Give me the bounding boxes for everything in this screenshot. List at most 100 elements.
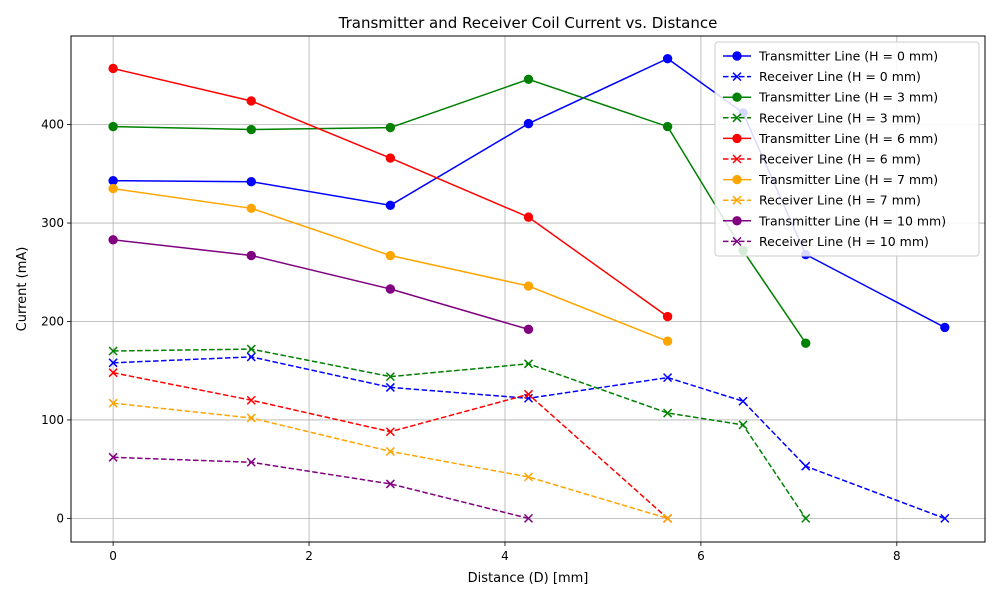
legend-marker [732, 51, 742, 61]
legend-label: Receiver Line (H = 6 mm) [759, 152, 921, 167]
legend-entry: Transmitter Line (H = 0 mm) [723, 49, 938, 64]
data-point [246, 395, 256, 405]
data-point [523, 281, 534, 291]
series-4 [108, 63, 673, 322]
legend-marker [732, 236, 742, 246]
data-point [663, 408, 673, 418]
data-point-stroke [523, 513, 534, 523]
legend-label: Receiver Line (H = 3 mm) [759, 110, 921, 125]
legend-entry: Transmitter Line (H = 3 mm) [723, 90, 938, 105]
data-point-stroke [523, 389, 534, 399]
data-point [662, 53, 673, 64]
series-2 [108, 74, 811, 348]
data-point [523, 389, 534, 399]
data-point [246, 96, 256, 106]
legend-marker [732, 216, 742, 226]
data-point-stroke [385, 479, 395, 489]
x-tick-label: 0 [109, 549, 117, 563]
x-axis-label: Distance (D) [mm] [468, 571, 589, 586]
y-axis-label: Current (mA) [15, 247, 30, 332]
data-point-stroke [385, 382, 395, 392]
legend-entry: Receiver Line (H = 10 mm) [723, 234, 929, 249]
data-point-stroke [385, 372, 395, 382]
data-point-stroke [108, 358, 118, 368]
legend-marker [732, 154, 742, 164]
data-point-stroke [663, 373, 673, 383]
data-point-stroke [801, 461, 811, 471]
series-line [112, 187, 668, 342]
data-point [523, 359, 534, 369]
data-point [246, 457, 256, 467]
data-point [385, 479, 395, 489]
data-point [108, 121, 118, 132]
series-line [113, 348, 807, 519]
data-point [385, 250, 396, 261]
y-tick-label: 300 [41, 216, 64, 230]
data-point-stroke [246, 352, 256, 362]
data-point [246, 250, 256, 261]
data-point [663, 373, 673, 383]
data-point [801, 338, 811, 348]
data-point [385, 200, 396, 211]
x-tick-label: 6 [697, 549, 705, 563]
data-point-stroke [738, 420, 748, 430]
series-1 [108, 352, 950, 523]
legend-label: Transmitter Line (H = 10 mm) [758, 213, 946, 228]
plot-frame [70, 35, 986, 543]
legend-label: Receiver Line (H = 0 mm) [759, 69, 921, 84]
x-tick-label: 2 [305, 549, 313, 563]
data-point-stroke [940, 513, 950, 523]
series-line [112, 67, 669, 318]
data-point [801, 461, 811, 471]
data-point-stroke [523, 359, 534, 369]
y-tick-label: 200 [41, 314, 64, 328]
data-point [385, 122, 396, 133]
data-point [738, 396, 748, 406]
legend-marker-stroke [732, 72, 742, 82]
legend-label: Transmitter Line (H = 0 mm) [758, 49, 938, 64]
data-point [108, 358, 118, 368]
data-point [385, 284, 396, 294]
data-point-stroke [663, 513, 673, 523]
legend-marker [732, 113, 742, 123]
data-point [385, 446, 395, 456]
legend-marker [732, 195, 742, 205]
data-point-stroke [108, 368, 118, 378]
data-point-stroke [663, 408, 673, 418]
data-point [385, 427, 395, 437]
data-point-stroke [738, 396, 748, 406]
data-point [663, 513, 673, 523]
y-tick-label: 0 [56, 511, 64, 525]
data-point [108, 368, 118, 378]
legend-entry: Receiver Line (H = 6 mm) [723, 152, 921, 167]
legend-marker [732, 72, 742, 82]
legend-marker [732, 133, 742, 144]
legend-entry: Receiver Line (H = 7 mm) [723, 193, 921, 208]
series-line [113, 456, 529, 520]
legend: Transmitter Line (H = 0 mm) Receiver Line… [714, 41, 980, 257]
data-point-stroke [108, 452, 118, 462]
legend-label: Transmitter Line (H = 7 mm) [758, 172, 938, 187]
series-line [113, 78, 807, 344]
data-point-stroke [246, 413, 256, 423]
data-point [385, 382, 395, 392]
chart-title: Transmitter and Receiver Coil Current vs… [338, 14, 718, 32]
data-point [801, 513, 811, 523]
data-point-stroke [246, 457, 256, 467]
data-point [523, 74, 534, 85]
data-point [523, 513, 534, 523]
data-point [940, 322, 950, 333]
series-5 [108, 368, 673, 523]
data-point [108, 183, 118, 194]
data-point [108, 346, 118, 356]
data-point-stroke [523, 472, 534, 482]
series-layer [108, 53, 950, 523]
data-point [246, 203, 256, 213]
data-point [523, 393, 534, 403]
series-line [113, 356, 946, 520]
ticks: 0 2 4 6 8 0 100 200 300 400 [41, 118, 901, 563]
legend-marker-stroke [732, 236, 742, 246]
series-6 [108, 183, 673, 346]
series-3 [108, 344, 811, 523]
